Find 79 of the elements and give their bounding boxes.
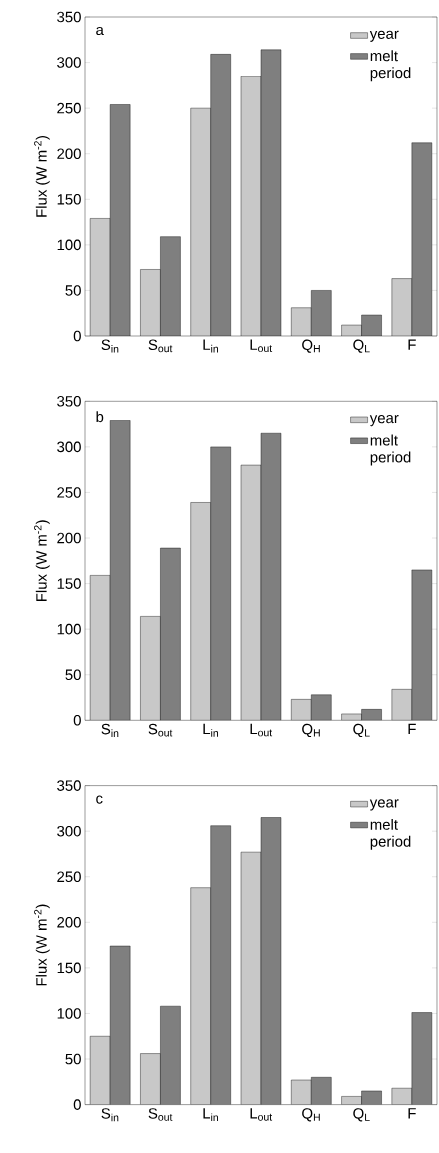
bar (210, 446, 231, 721)
bar (311, 290, 332, 336)
x-tick-label: S$_{in}$ (101, 339, 119, 353)
x-tick-label: Q$_{L}$ (353, 1108, 370, 1122)
y-tick-label: 350 (57, 396, 81, 407)
bar (261, 49, 281, 336)
bar (241, 465, 261, 721)
bar (160, 236, 181, 336)
legend-label: melt period (370, 434, 411, 466)
x-tick-label: Q$_{L}$ (353, 339, 370, 353)
legend-label: year (369, 415, 399, 427)
y-tick-label: 0 (73, 1099, 81, 1110)
bar (210, 825, 231, 1105)
legend-label: melt period (370, 818, 411, 850)
x-tick-label: S$_{out}$ (148, 723, 173, 737)
x-tick-label: F (408, 723, 416, 735)
x-tick-label: Q$_{H}$ (302, 1108, 320, 1122)
y-tick-label: 150 (57, 578, 81, 589)
y-axis-title: Flux (W m$^{-2}$) (34, 136, 50, 217)
bar (140, 616, 161, 721)
y-tick-label: 200 (57, 532, 81, 544)
y-tick-label: 100 (57, 239, 81, 251)
x-tick-label: Q$_{H}$ (302, 723, 320, 738)
y-axis-title: Flux (W m$^{-2}$) (34, 520, 50, 602)
x-tick-label: S$_{in}$ (101, 723, 119, 737)
bar (291, 307, 312, 336)
bar (210, 54, 231, 336)
legend-label: year (369, 799, 399, 811)
text: b (96, 411, 104, 423)
bar (261, 433, 281, 721)
legend-label: year (369, 30, 399, 42)
bar (140, 269, 161, 336)
x-tick-label: L$_{out}$ (250, 1108, 273, 1121)
bar (160, 548, 181, 721)
y-tick-label: 200 (57, 917, 81, 928)
x-tick-label: S$_{out}$ (148, 339, 173, 353)
bar (190, 887, 211, 1105)
x-tick-label: Q$_{H}$ (302, 339, 320, 353)
y-tick-label: 150 (57, 193, 81, 205)
x-tick-label: Q$_{L}$ (353, 723, 370, 738)
bar (311, 694, 332, 721)
bar (261, 817, 281, 1105)
y-axis-title: Flux (W m$^{-2}$) (34, 904, 50, 986)
y-tick-label: 200 (57, 148, 81, 159)
y-tick-label: 350 (57, 780, 81, 791)
x-tick-label: S$_{in}$ (101, 1108, 119, 1122)
y-tick-label: 100 (57, 623, 81, 635)
y-tick-label: 50 (65, 1053, 81, 1065)
bar (291, 699, 312, 721)
bar (311, 1077, 332, 1105)
legend-label: melt period (370, 50, 411, 82)
bar (160, 1006, 181, 1105)
x-tick-label: L$_{out}$ (250, 723, 273, 737)
x-tick-label: S$_{out}$ (148, 1108, 173, 1121)
y-tick-label: 250 (57, 487, 81, 498)
y-tick-label: 50 (65, 285, 81, 296)
x-tick-label: F (408, 1108, 416, 1119)
y-tick-label: 350 (57, 11, 81, 23)
y-tick-label: 0 (73, 330, 81, 342)
y-tick-label: 150 (57, 962, 81, 974)
y-tick-label: 300 (57, 825, 81, 837)
chart-title: c (96, 795, 103, 804)
y-tick-label: 50 (65, 669, 81, 681)
bar (140, 1053, 161, 1105)
y-tick-label: 300 (57, 57, 81, 68)
y-tick-label: 0 (73, 715, 81, 726)
y-tick-label: 250 (57, 871, 81, 883)
y-tick-label: 100 (57, 1008, 81, 1019)
bar (190, 502, 211, 721)
x-tick-label: F (408, 339, 416, 350)
chart-title: a (96, 26, 104, 36)
x-tick-label: L$_{in}$ (203, 1108, 219, 1122)
bar (190, 108, 211, 336)
x-tick-label: L$_{out}$ (250, 339, 273, 353)
bar (110, 420, 131, 721)
y-tick-label: 300 (57, 441, 81, 453)
x-tick-label: L$_{in}$ (203, 723, 219, 737)
x-tick-label: L$_{in}$ (203, 339, 219, 353)
y-tick-label: 250 (57, 102, 81, 114)
